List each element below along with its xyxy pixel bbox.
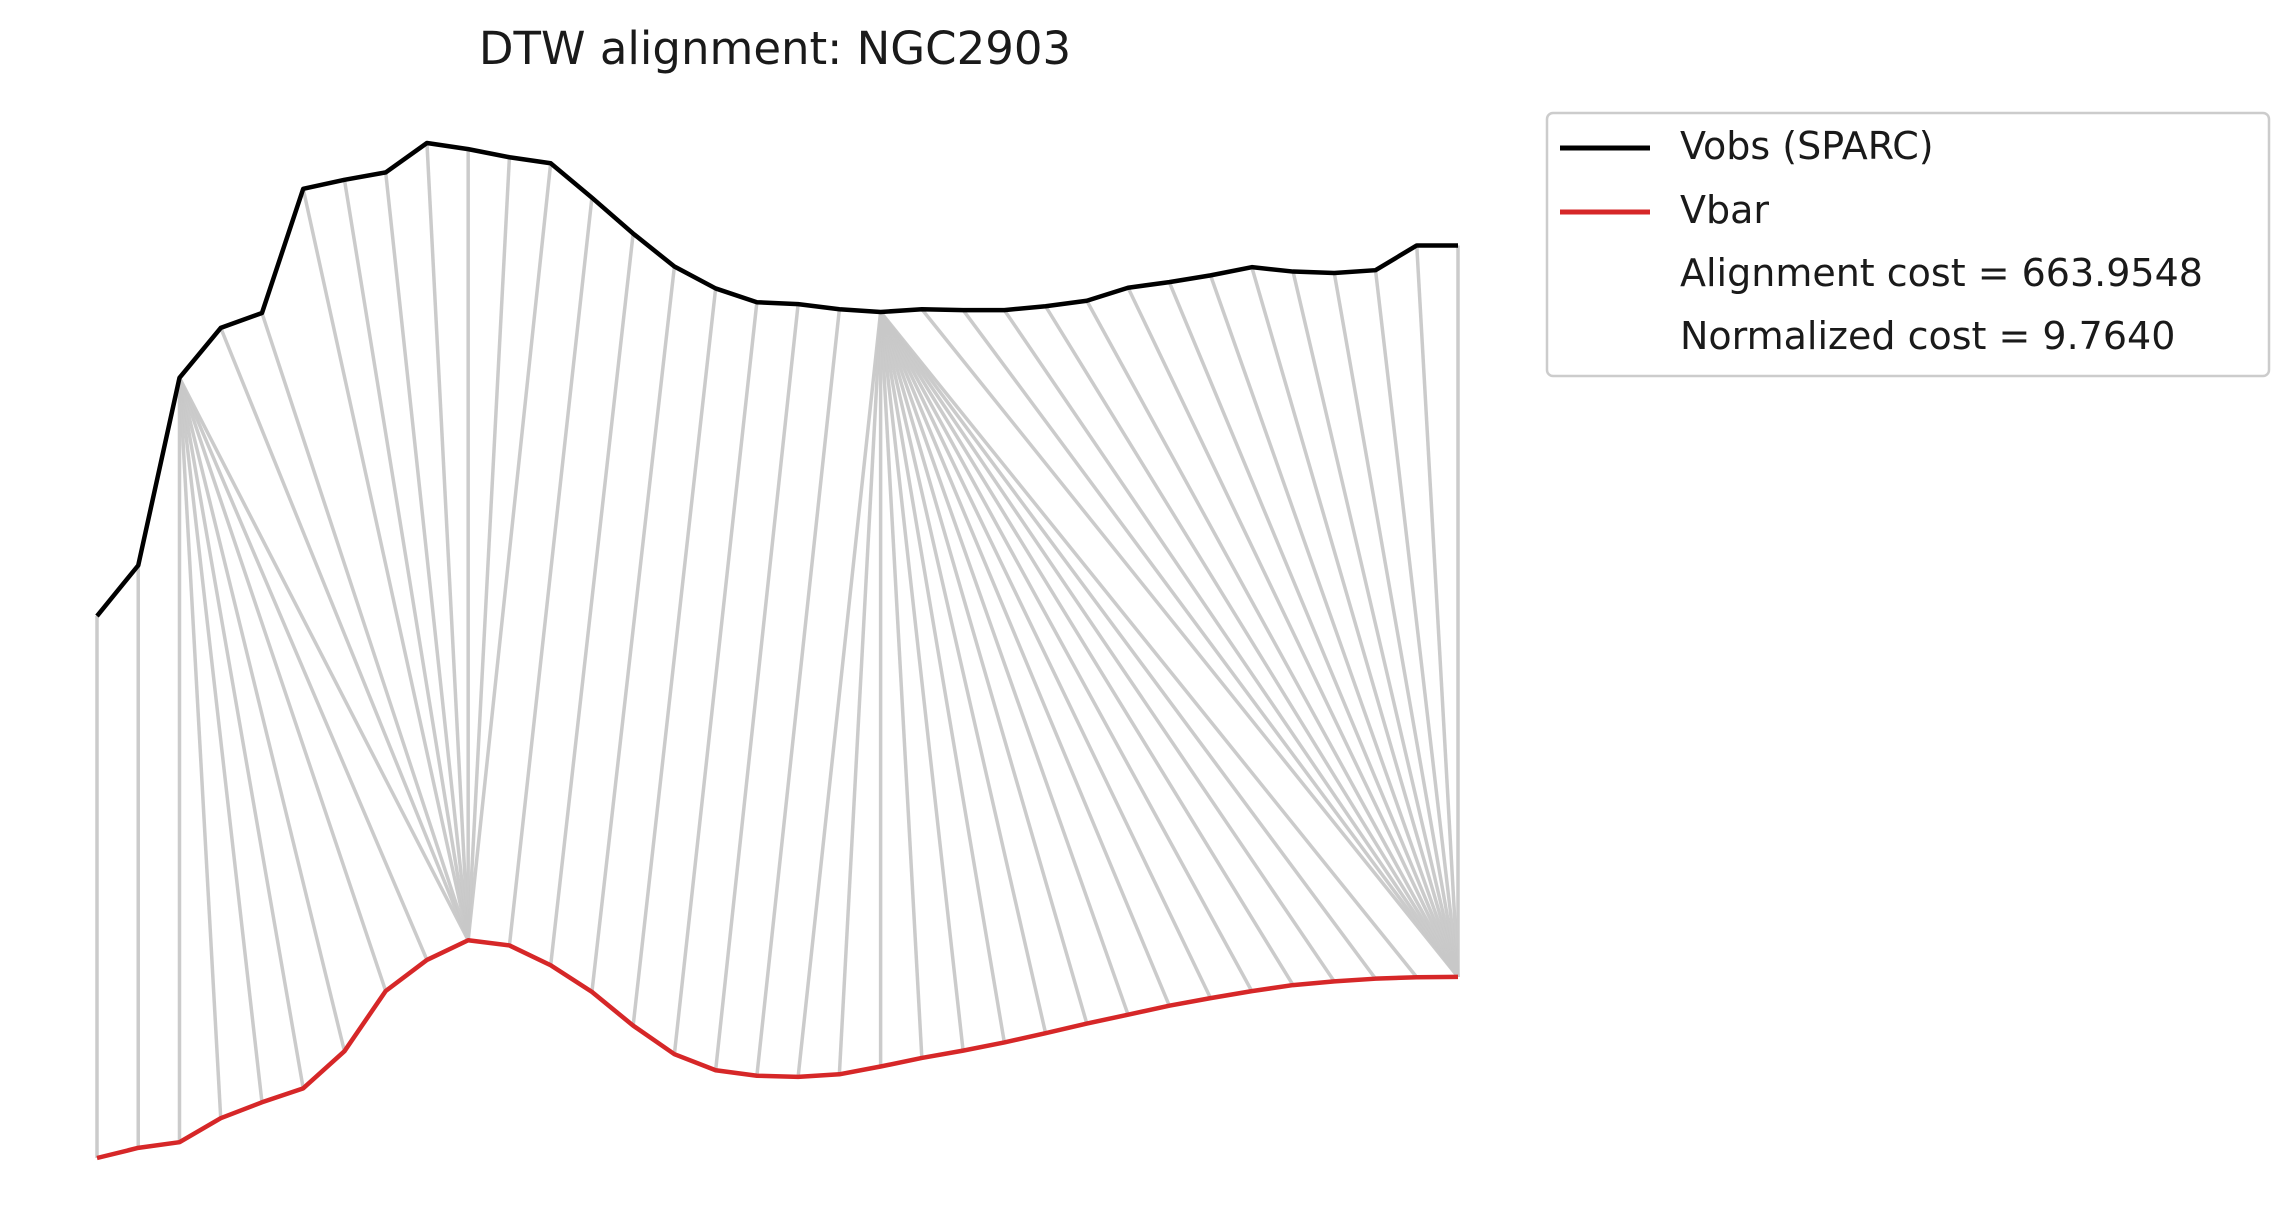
alignment-connector: [755, 309, 842, 1076]
alignment-connector: [879, 311, 1336, 983]
alignment-connector: [177, 377, 470, 942]
alignment-connector: [1415, 245, 1460, 977]
alignment-connector: [1373, 269, 1460, 978]
legend-note-alignment-cost: Alignment cost = 663.9548: [1680, 251, 2203, 295]
alignment-connector: [1250, 266, 1460, 978]
alignment-connector: [796, 311, 883, 1078]
alignment-connector: [1002, 309, 1460, 978]
alignment-connector: [177, 377, 223, 1119]
legend-label-vobs: Vobs (SPARC): [1680, 124, 1934, 168]
alignment-connector: [548, 233, 635, 966]
alignment-connector: [425, 142, 470, 941]
alignment-connectors: [95, 142, 1460, 1158]
alignment-connector: [879, 310, 1377, 980]
legend-label-vbar: Vbar: [1680, 188, 1769, 232]
alignment-connector: [177, 377, 264, 1103]
alignment-connector: [260, 312, 470, 941]
alignment-connector: [177, 377, 305, 1089]
alignment-connector: [879, 310, 1419, 979]
alignment-connector: [383, 172, 470, 941]
alignment-connector: [177, 377, 429, 961]
alignment-connector: [1332, 272, 1460, 978]
alignment-connector: [219, 327, 470, 941]
alignment-connector: [177, 377, 347, 1052]
alignment-connector: [507, 197, 594, 946]
series-line-vobs: [95, 140, 1458, 618]
alignment-connector: [177, 377, 388, 992]
alignment-connector: [466, 157, 512, 941]
alignment-connector: [879, 311, 1254, 992]
alignment-connector: [878, 311, 1130, 1016]
legend-note-normalized-cost: Normalized cost = 9.7640: [1680, 314, 2175, 358]
alignment-connector: [1291, 271, 1460, 978]
alignment-connector: [878, 311, 1089, 1025]
alignment-connector: [878, 311, 924, 1059]
alignment-connector: [1044, 305, 1460, 978]
alignment-connector: [713, 303, 800, 1071]
alignment-connector: [878, 311, 965, 1051]
chart-title: DTW alignment: NGC2903: [479, 22, 1071, 75]
alignment-connector: [879, 311, 1295, 986]
alignment-connector: [1126, 286, 1460, 978]
alignment-connector: [1167, 281, 1460, 978]
alignment-connector: [342, 179, 470, 941]
series-line-vbar: [96, 937, 1459, 1161]
alignment-connector: [1208, 274, 1460, 978]
alignment-connector: [590, 266, 677, 993]
legend-box: [1545, 111, 2271, 378]
alignment-connector: [672, 302, 759, 1055]
alignment-connector: [961, 309, 1460, 978]
alignment-connector: [879, 311, 1213, 999]
legend: Vobs (SPARC) Vbar Alignment cost = 663.9…: [1545, 111, 2271, 378]
alignment-connector: [631, 288, 718, 1026]
alignment-connector: [878, 311, 1007, 1043]
alignment-connector: [837, 311, 883, 1075]
series-lines: [95, 140, 1459, 1161]
alignment-connector: [466, 163, 553, 941]
alignment-connector: [878, 311, 1048, 1034]
alignment-connector: [1085, 299, 1460, 978]
alignment-connector: [920, 308, 1460, 978]
alignment-connector: [878, 311, 1171, 1007]
alignment-connector: [301, 188, 470, 941]
